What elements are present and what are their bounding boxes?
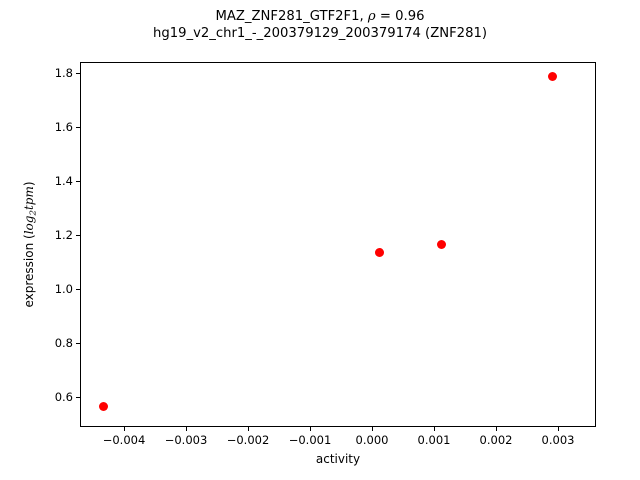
- y-axis-label-log: log: [22, 215, 36, 235]
- x-axis-tick-mark: [558, 427, 560, 431]
- x-axis-tick-mark: [186, 427, 188, 431]
- chart-title-prefix: MAZ_ZNF281_GTF2F1,: [215, 9, 368, 24]
- x-axis-tick-mark: [248, 427, 250, 431]
- data-point: [548, 72, 558, 82]
- y-axis-tick-mark: [76, 397, 80, 399]
- y-axis-tick-label: 0.8: [54, 336, 73, 350]
- y-axis-tick-label: 1.8: [54, 65, 73, 80]
- x-axis-tick-label: −0.004: [102, 433, 146, 447]
- chart-subtitle: hg19_v2_chr1_-_200379129_200379174 (ZNF2…: [152, 26, 487, 42]
- x-axis-tick-mark: [434, 427, 436, 431]
- y-axis-label: expression (log2tpm): [22, 62, 42, 427]
- data-point: [436, 239, 446, 249]
- plot-area: [81, 63, 595, 426]
- x-axis-tick-mark: [124, 427, 126, 431]
- x-axis-tick-mark: [310, 427, 312, 431]
- x-axis-tick-label: −0.003: [164, 433, 208, 447]
- x-axis-tick-label: −0.001: [288, 433, 332, 447]
- y-axis-tick-mark: [76, 72, 80, 75]
- y-axis-label-tpm: tpm: [22, 186, 36, 211]
- y-axis-label-prefix: expression (: [22, 234, 36, 308]
- chart-title-correlation: = 0.96: [375, 9, 425, 24]
- y-axis-tick-mark: [76, 289, 80, 291]
- x-axis-tick-label: 0.001: [417, 433, 451, 447]
- y-axis-tick-label: 1.6: [54, 119, 73, 134]
- x-axis-tick-mark: [496, 427, 498, 431]
- data-point: [99, 401, 109, 411]
- y-axis-label-suffix: ): [22, 181, 36, 187]
- y-axis-tick-mark: [76, 126, 80, 129]
- rho-symbol: ρ: [367, 9, 376, 24]
- y-axis-tick-label: 1.2: [54, 228, 73, 242]
- x-axis-tick-label: −0.002: [226, 433, 270, 447]
- x-axis-tick-label: 0.002: [479, 433, 513, 447]
- x-axis-tick-label: 0.000: [355, 433, 389, 447]
- y-axis-tick-label: 1.4: [54, 173, 73, 188]
- x-axis-label: activity: [315, 452, 361, 466]
- x-axis-tick-label: 0.003: [541, 433, 575, 447]
- y-axis-label-subscript: 2: [28, 210, 39, 216]
- x-axis-tick-mark: [372, 427, 374, 431]
- chart-title-line-1: MAZ_ZNF281_GTF2F1, ρ = 0.96: [0, 8, 640, 25]
- data-point: [375, 247, 385, 257]
- y-axis-tick-mark: [76, 180, 80, 183]
- y-axis-tick-label: 0.6: [54, 390, 73, 404]
- y-axis-tick-label: 1.0: [54, 282, 73, 296]
- chart-title: MAZ_ZNF281_GTF2F1, ρ = 0.96 hg19_v2_chr1…: [0, 8, 640, 43]
- y-axis-tick-mark: [76, 235, 80, 237]
- axes-frame: [80, 62, 596, 427]
- y-axis-tick-mark: [76, 343, 80, 345]
